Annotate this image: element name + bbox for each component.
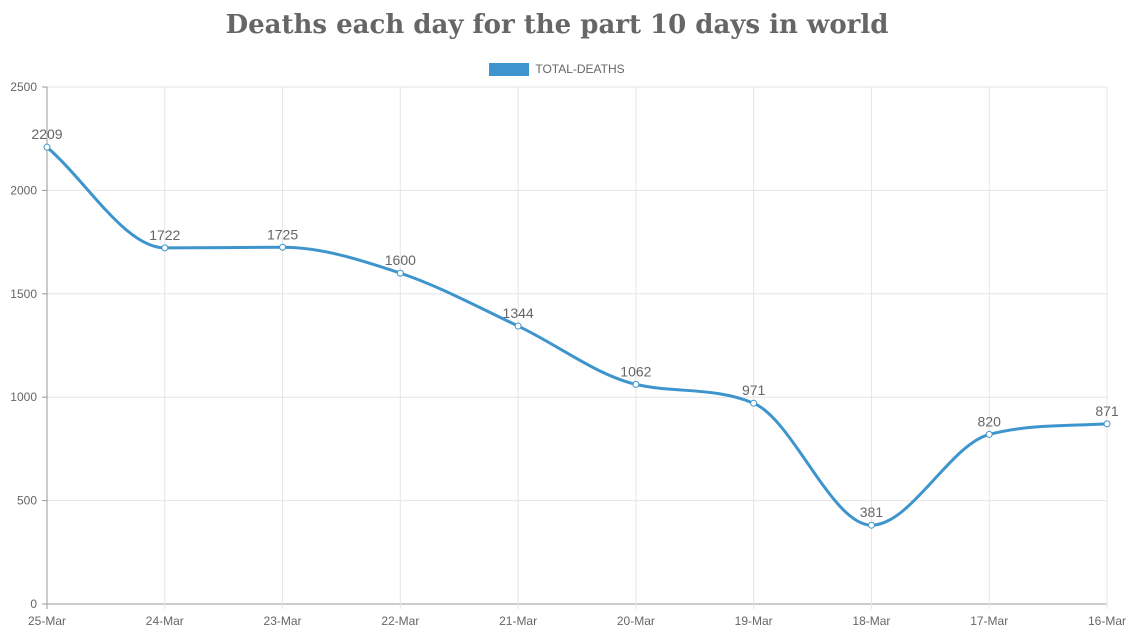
y-tick-label: 0 bbox=[30, 597, 37, 611]
data-label: 1344 bbox=[503, 305, 534, 321]
x-tick-label: 21-Mar bbox=[499, 614, 537, 628]
data-label: 1062 bbox=[620, 363, 651, 379]
y-tick-label: 2000 bbox=[10, 183, 37, 197]
data-point bbox=[396, 269, 404, 277]
x-tick-label: 23-Mar bbox=[264, 614, 302, 628]
data-label: 1725 bbox=[267, 226, 298, 242]
data-label: 971 bbox=[742, 382, 766, 398]
legend-label: TOTAL-DEATHS bbox=[535, 62, 625, 76]
y-tick-label: 1000 bbox=[10, 390, 37, 404]
x-tick-label: 17-Mar bbox=[970, 614, 1008, 628]
x-tick-label: 20-Mar bbox=[617, 614, 655, 628]
x-tick-label: 25-Mar bbox=[28, 614, 66, 628]
data-label: 381 bbox=[860, 504, 884, 520]
data-point bbox=[750, 399, 758, 407]
data-point bbox=[867, 521, 875, 529]
y-tick-label: 1500 bbox=[10, 287, 37, 301]
data-label: 871 bbox=[1095, 403, 1119, 419]
chart-legend[interactable]: TOTAL-DEATHS bbox=[0, 62, 1114, 76]
data-point bbox=[43, 143, 51, 151]
x-tick-label: 16-Mar bbox=[1088, 614, 1126, 628]
x-tick-label: 24-Mar bbox=[146, 614, 184, 628]
data-point bbox=[279, 243, 287, 251]
data-point bbox=[985, 430, 993, 438]
legend-swatch bbox=[489, 62, 530, 76]
data-point bbox=[514, 322, 522, 330]
data-point bbox=[1103, 420, 1111, 428]
x-tick-label: 22-Mar bbox=[381, 614, 419, 628]
data-label: 1600 bbox=[385, 252, 416, 268]
x-tick-label: 19-Mar bbox=[735, 614, 773, 628]
series-line bbox=[46, 146, 1108, 527]
chart-title: Deaths each day for the part 10 days in … bbox=[225, 10, 889, 40]
data-point bbox=[632, 380, 640, 388]
x-tick-label: 18-Mar bbox=[852, 614, 890, 628]
data-label: 1722 bbox=[149, 227, 180, 243]
data-label: 2209 bbox=[31, 126, 62, 142]
data-point bbox=[161, 244, 169, 252]
y-tick-label: 2500 bbox=[10, 80, 37, 94]
data-label: 820 bbox=[978, 413, 1002, 429]
y-tick-label: 500 bbox=[17, 494, 37, 508]
